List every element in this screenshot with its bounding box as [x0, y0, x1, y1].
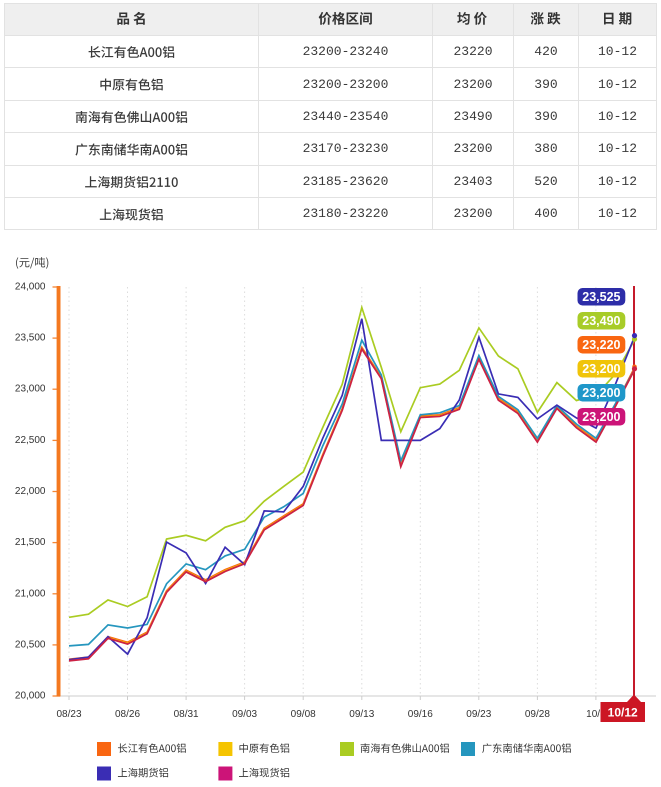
svg-text:23,490: 23,490	[582, 314, 620, 328]
svg-text:21,500: 21,500	[15, 537, 46, 548]
svg-text:23,000: 23,000	[15, 384, 46, 395]
svg-text:08/31: 08/31	[174, 709, 199, 720]
svg-text:10/8: 10/8	[586, 709, 606, 720]
svg-text:08/23: 08/23	[56, 709, 81, 720]
svg-text:09/28: 09/28	[525, 709, 550, 720]
svg-text:09/16: 09/16	[408, 709, 433, 720]
svg-text:10/12: 10/12	[608, 706, 638, 720]
svg-text:23,525: 23,525	[582, 290, 620, 304]
svg-text:22,500: 22,500	[15, 435, 46, 446]
svg-text:09/03: 09/03	[232, 709, 257, 720]
svg-text:08/26: 08/26	[115, 709, 140, 720]
svg-text:23,200: 23,200	[582, 386, 620, 400]
svg-text:23,200: 23,200	[582, 362, 620, 376]
svg-text:21,000: 21,000	[15, 588, 46, 599]
svg-text:09/23: 09/23	[466, 709, 491, 720]
svg-text:09/08: 09/08	[291, 709, 316, 720]
svg-text:20,000: 20,000	[15, 691, 46, 702]
svg-text:24,000: 24,000	[15, 282, 46, 293]
svg-text:23,500: 23,500	[15, 333, 46, 344]
svg-text:23,200: 23,200	[582, 410, 620, 424]
svg-text:20,500: 20,500	[15, 639, 46, 650]
svg-text:22,000: 22,000	[15, 486, 46, 497]
svg-text:23,220: 23,220	[582, 338, 620, 352]
svg-text:09/13: 09/13	[349, 709, 374, 720]
